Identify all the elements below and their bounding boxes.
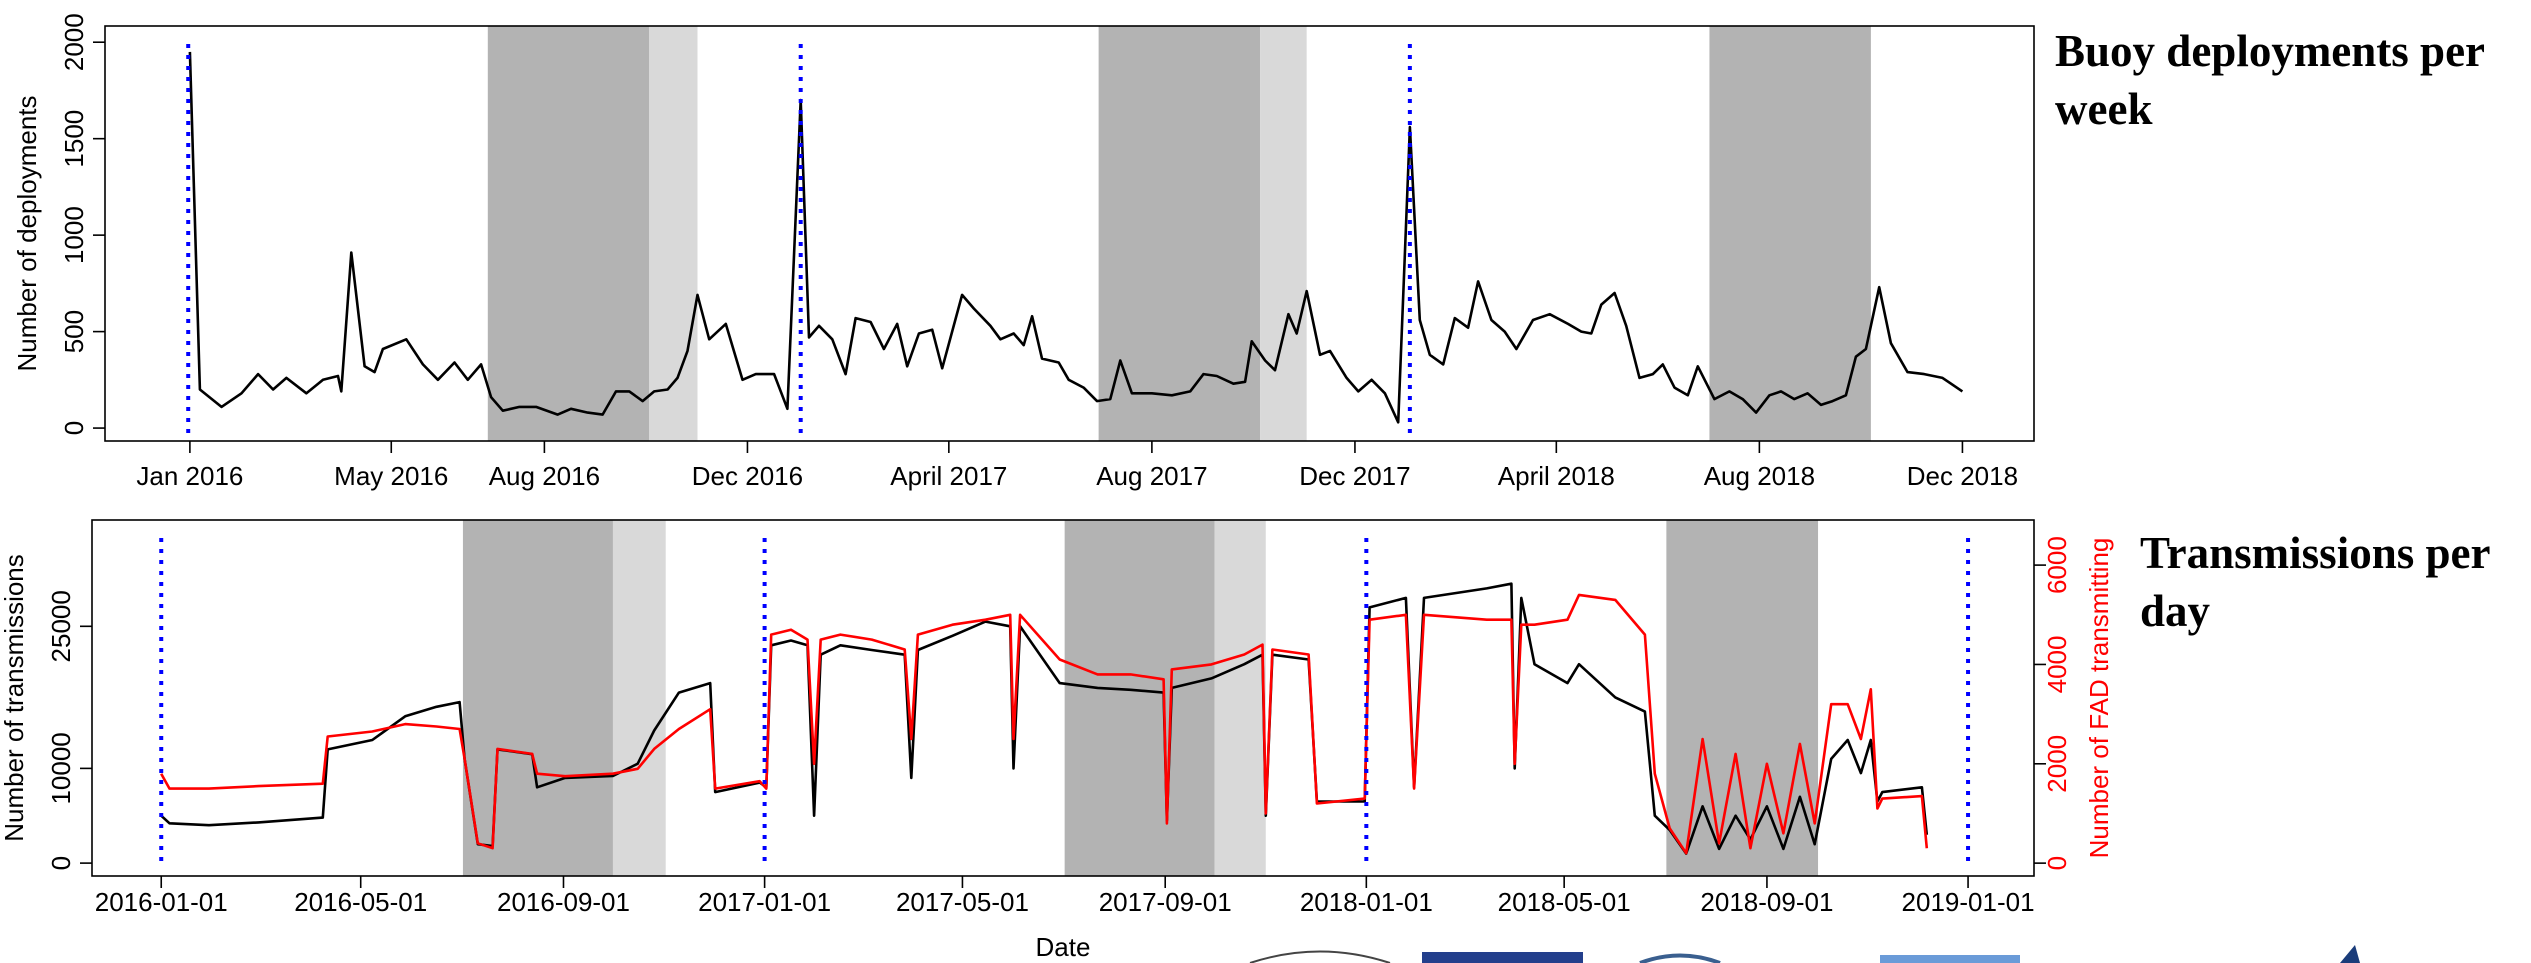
y2-axis-label: Number of FAD transmitting: [2084, 538, 2114, 859]
y-tick-label: 1500: [59, 110, 89, 168]
x-tick-label: 2017-05-01: [896, 887, 1029, 917]
logo: [1249, 950, 1391, 963]
data-line: [160, 582, 1929, 855]
shaded-period: [1214, 520, 1266, 876]
x-tick-label: Dec 2017: [1299, 461, 1410, 491]
plot-frame: [104, 25, 2035, 442]
x-tick-label: 2018-09-01: [1700, 887, 1833, 917]
chart-title: Transmissions per day: [2140, 528, 2490, 636]
logo: [1639, 953, 1721, 963]
x-tick-label: 2016-09-01: [497, 887, 630, 917]
logo: [1880, 955, 2020, 963]
x-tick-label: Aug 2016: [489, 461, 600, 491]
y2-tick-label: 6000: [2042, 536, 2072, 594]
y-tick-label: 0: [46, 856, 76, 870]
x-tick-label: 2019-01-01: [1902, 887, 2035, 917]
x-tick-label: Aug 2018: [1704, 461, 1815, 491]
x-tick-label: Aug 2017: [1096, 461, 1207, 491]
shaded-period: [612, 520, 666, 876]
shaded-period: [487, 26, 650, 441]
y-tick-label: 2000: [59, 13, 89, 71]
x-tick-label: 2017-09-01: [1099, 887, 1232, 917]
x-tick-label: Dec 2016: [692, 461, 803, 491]
logo: [1422, 952, 1583, 963]
x-axis-label: Date: [1036, 932, 1091, 962]
x-tick-label: April 2017: [890, 461, 1007, 491]
x-tick-label: Dec 2018: [1907, 461, 2018, 491]
shaded-period: [1098, 26, 1261, 441]
y-tick-label: 10000: [46, 732, 76, 804]
x-tick-label: 2016-01-01: [95, 887, 228, 917]
shaded-period: [649, 26, 698, 441]
x-tick-label: 2017-01-01: [698, 887, 831, 917]
y-tick-label: 25000: [46, 590, 76, 662]
x-tick-label: 2018-05-01: [1498, 887, 1631, 917]
x-tick-label: April 2018: [1498, 461, 1615, 491]
shaded-period: [1064, 520, 1215, 876]
data-line: [160, 593, 1929, 855]
y-axis-label: Number of deployments: [12, 95, 42, 371]
y2-tick-label: 0: [2042, 856, 2072, 870]
shaded-period: [1260, 26, 1307, 441]
y-tick-label: 1000: [59, 206, 89, 264]
data-line: [188, 51, 1964, 424]
shaded-period: [1666, 520, 1819, 876]
plot-frame: [91, 519, 2035, 877]
x-tick-label: May 2016: [334, 461, 448, 491]
y2-tick-label: 4000: [2042, 636, 2072, 694]
chart-title: Buoy deployments per week: [2055, 26, 2485, 134]
y-tick-label: 0: [59, 421, 89, 435]
x-tick-label: Jan 2016: [136, 461, 243, 491]
shaded-period: [1709, 26, 1871, 441]
y2-tick-label: 2000: [2042, 735, 2072, 793]
x-tick-label: 2018-01-01: [1300, 887, 1433, 917]
y-tick-label: 500: [59, 310, 89, 353]
shaded-period: [462, 520, 613, 876]
logo: [2340, 945, 2360, 963]
x-tick-label: 2016-05-01: [294, 887, 427, 917]
y-axis-label: Number of transmissions: [0, 554, 29, 842]
